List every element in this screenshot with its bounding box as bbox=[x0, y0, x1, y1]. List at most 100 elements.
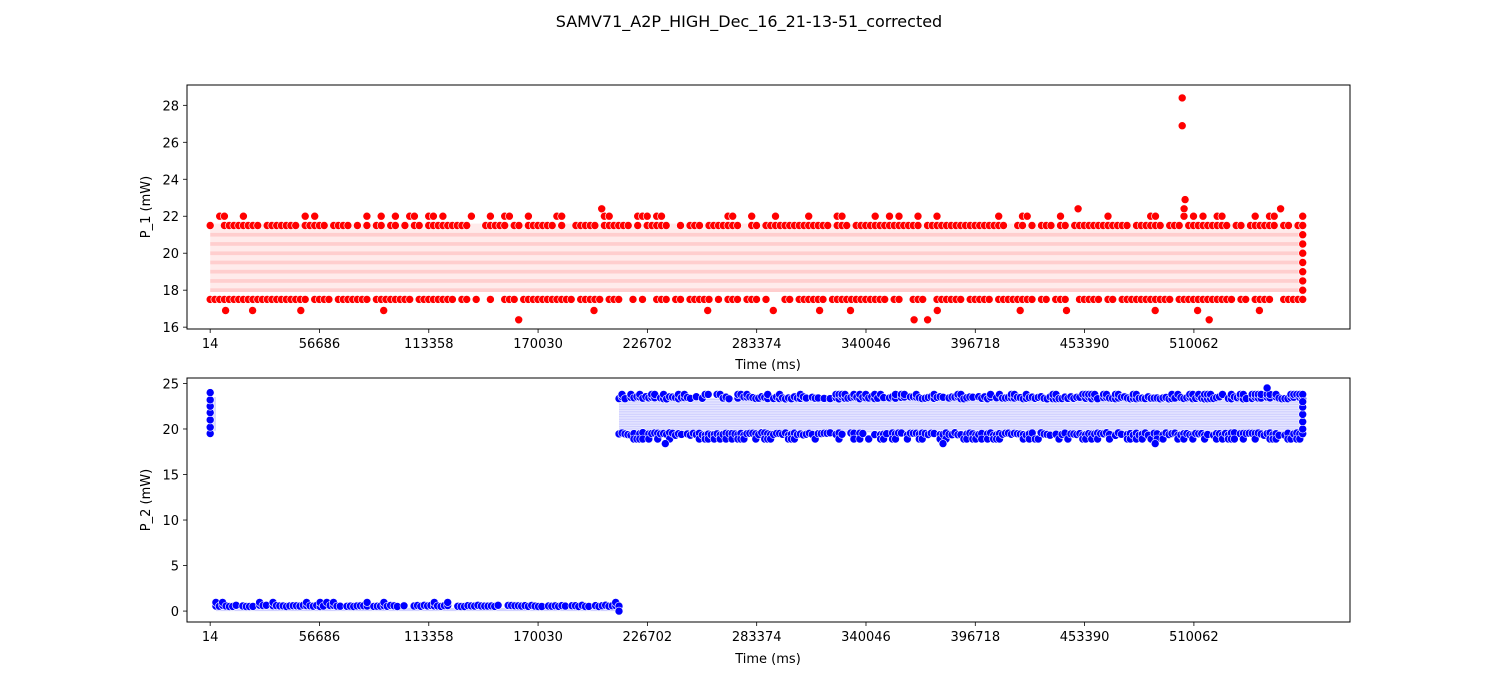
p1-data-point bbox=[205, 221, 215, 230]
p1-y-tick-label: 22 bbox=[162, 210, 179, 225]
p2-data-point bbox=[1298, 417, 1307, 427]
p1-x-tick-label: 453390 bbox=[1060, 337, 1110, 352]
p1-data-point bbox=[1041, 295, 1051, 304]
p1-data-point bbox=[1269, 211, 1279, 221]
p2-point-band bbox=[619, 413, 1303, 415]
p2-x-tick-label: 170030 bbox=[513, 630, 563, 645]
p2-x-tick-label: 396718 bbox=[950, 630, 1000, 645]
p1-data-point bbox=[1108, 295, 1117, 304]
p1-data-point bbox=[448, 295, 457, 304]
p2-point-band bbox=[619, 406, 1303, 408]
p2-point-band bbox=[619, 403, 1303, 405]
p2-data-point bbox=[660, 439, 670, 448]
p1-data-point bbox=[604, 211, 614, 221]
p2-point-band bbox=[619, 408, 1303, 410]
p1-data-point bbox=[657, 211, 666, 221]
p2-x-tick-label: 14 bbox=[202, 630, 219, 645]
p1-data-point bbox=[1062, 306, 1071, 315]
p1-data-point bbox=[1155, 221, 1165, 230]
p2-y-tick-label: 10 bbox=[162, 514, 179, 529]
p1-x-tick-label: 113358 bbox=[404, 337, 454, 352]
p1-data-point bbox=[1179, 204, 1189, 214]
p1-data-point bbox=[362, 211, 372, 221]
p1-data-point bbox=[471, 295, 481, 304]
p1-data-point bbox=[913, 221, 923, 230]
p1-data-point bbox=[752, 295, 761, 304]
p1-data-point bbox=[1177, 121, 1187, 130]
p1-data-point bbox=[319, 221, 329, 230]
p1-data-point bbox=[505, 211, 514, 221]
p1-data-point bbox=[1269, 221, 1279, 230]
p1-data-point bbox=[1165, 295, 1174, 304]
p2-point-band bbox=[619, 421, 1303, 423]
p1-data-point bbox=[804, 211, 814, 221]
p1-data-point bbox=[932, 211, 942, 221]
p1-data-point bbox=[557, 211, 567, 221]
p1-data-point bbox=[1298, 248, 1307, 258]
p2-data-point bbox=[1298, 410, 1307, 419]
p1-plot-frame bbox=[186, 84, 1351, 330]
p1-data-point bbox=[248, 306, 257, 315]
p1-data-point bbox=[300, 295, 310, 304]
p1-data-point bbox=[894, 295, 904, 304]
p2-data-point bbox=[837, 429, 847, 439]
p1-x-ticks: 14 56686 113358 170030 226702 283374 340046 396… bbox=[202, 329, 1219, 352]
p1-data-point bbox=[837, 211, 847, 221]
p1-point-band bbox=[210, 223, 1303, 292]
p1-point-band bbox=[210, 232, 1303, 237]
p1-data-point bbox=[253, 221, 263, 230]
p1-x-tick-label: 283374 bbox=[732, 337, 782, 352]
p1-data-point bbox=[1193, 306, 1202, 315]
p1-data-point bbox=[557, 221, 567, 230]
p2-data-point bbox=[703, 390, 713, 399]
p1-data-point bbox=[932, 306, 942, 315]
p1-data-point bbox=[1180, 195, 1190, 204]
p1-x-tick-label: 14 bbox=[202, 337, 219, 352]
p1-data-point bbox=[524, 211, 533, 221]
p2-x-axis-label: Time (ms) bbox=[734, 652, 801, 667]
p1-data-point bbox=[462, 221, 472, 230]
p1-data-point bbox=[956, 295, 966, 304]
p1-data-point bbox=[818, 295, 828, 304]
p1-data-point bbox=[870, 211, 880, 221]
p1-data-point bbox=[590, 221, 600, 230]
p2-data-point bbox=[858, 429, 868, 438]
p2-data-point bbox=[1230, 434, 1239, 444]
p1-data-point bbox=[1046, 221, 1056, 230]
p1-data-point bbox=[595, 295, 605, 304]
p2-data-point bbox=[938, 439, 948, 448]
p1-data-point bbox=[547, 221, 557, 230]
p2-point-band bbox=[619, 426, 1303, 428]
p2-data-point bbox=[399, 601, 409, 611]
p2-x-tick-label: 113358 bbox=[404, 630, 454, 645]
p1-data-point bbox=[1122, 221, 1132, 230]
p2-data-point bbox=[1150, 439, 1160, 448]
p2-data-point bbox=[443, 598, 453, 607]
p1-x-tick-label: 510062 bbox=[1169, 337, 1219, 352]
p1-data-point bbox=[514, 315, 524, 325]
p2-point-band bbox=[619, 428, 1303, 430]
p1-data-point bbox=[509, 295, 519, 304]
p2-point-band bbox=[619, 411, 1303, 413]
p1-data-point bbox=[1241, 295, 1250, 304]
p2-data-point bbox=[205, 395, 215, 405]
p1-y-axis-label: P_1 (mW) bbox=[139, 176, 154, 238]
p1-data-point bbox=[894, 211, 904, 221]
p1-data-point bbox=[676, 221, 685, 230]
p1-data-point bbox=[638, 295, 647, 304]
p2-data-point bbox=[205, 422, 215, 432]
p1-point-band bbox=[210, 269, 1303, 274]
p1-y-tick-label: 18 bbox=[162, 284, 179, 299]
p1-data-point bbox=[1255, 306, 1264, 315]
p1-data-point bbox=[661, 221, 671, 230]
p1-data-point bbox=[221, 306, 230, 315]
p1-data-point bbox=[1227, 295, 1236, 304]
p1-data-point bbox=[1298, 285, 1307, 295]
p1-point-band bbox=[210, 288, 1303, 292]
p1-data-point bbox=[913, 211, 923, 221]
p1-data-point bbox=[1298, 230, 1307, 239]
p2-data-point bbox=[362, 598, 372, 607]
p1-data-point bbox=[1298, 258, 1307, 267]
p1-data-point bbox=[1151, 211, 1160, 221]
